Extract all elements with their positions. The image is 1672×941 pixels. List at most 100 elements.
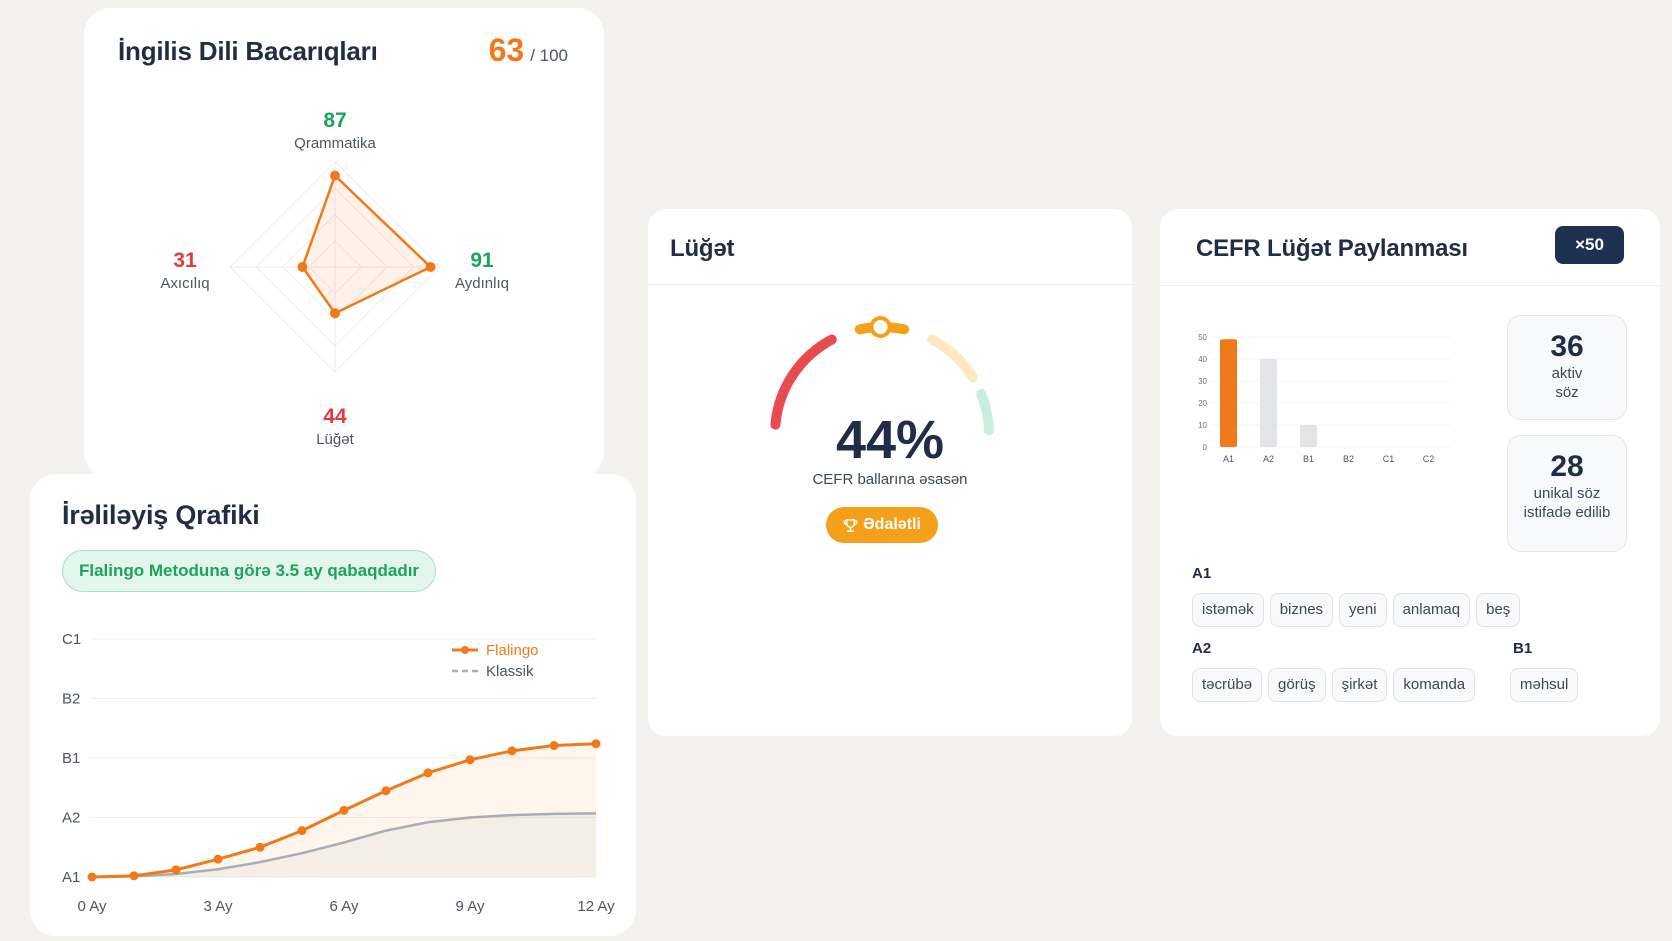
word-chip[interactable]: görüş: [1268, 668, 1326, 702]
word-chip[interactable]: komanda: [1393, 668, 1476, 702]
gauge-segment-poor: [770, 334, 837, 430]
legend-flalingo-marker: [461, 646, 469, 654]
progress-point-flalingo: [423, 768, 433, 778]
cefr-bar-chart: 0 10 20 30 40 50 A1 A2 B1 B2 C1 C2: [1198, 333, 1450, 464]
word-chip[interactable]: yeni: [1339, 593, 1387, 627]
radar-value-1: 91: [470, 249, 494, 272]
cefr-xtick-label: B2: [1343, 454, 1354, 464]
progress-ytick-label: B1: [62, 750, 80, 767]
rating-label: Ədalətli: [863, 516, 921, 533]
word-group-a2: təcrübə görüş şirkət komanda: [1192, 668, 1476, 702]
progress-area-klassik: [92, 813, 596, 877]
word-chip[interactable]: məhsul: [1510, 668, 1579, 702]
radar-axis-label-0: Qrammatika: [294, 135, 376, 152]
skills-card: İngilis Dili Bacarıqları 63 / 100 87 Qram…: [84, 8, 604, 478]
vocab-gauge: [770, 316, 994, 436]
progress-ytick-label: C1: [62, 631, 81, 648]
word-chip[interactable]: beş: [1476, 593, 1521, 627]
cefr-bar-A1: [1220, 339, 1237, 447]
word-chip[interactable]: şirkət: [1331, 668, 1388, 702]
word-chip[interactable]: biznes: [1269, 593, 1334, 627]
skills-score-value: 63: [488, 32, 525, 68]
cefr-xtick-label: A2: [1263, 454, 1274, 464]
cefr-ytick-label: 10: [1198, 421, 1207, 430]
word-group-a1: istəmək biznes yeni anlamaq beş: [1192, 593, 1521, 627]
stat-active-label-text: aktiv söz: [1551, 365, 1583, 401]
progress-ytick-label: A2: [62, 810, 80, 827]
cefr-ytick-label: 40: [1198, 355, 1207, 364]
radar-point: [330, 170, 340, 181]
radar-axis-label-2: Lüğət: [316, 431, 354, 448]
gauge-marker: [869, 316, 892, 339]
skills-score: 63 / 100: [489, 32, 568, 69]
cefr-title: CEFR Lüğət Paylanması: [1196, 235, 1468, 262]
progress-card: İrəliləyiş Qrafiki Flalingo Metoduna gör…: [30, 474, 636, 936]
radar-value-2: 44: [323, 405, 347, 428]
progress-badge: Flalingo Metoduna görə 3.5 ay qabaqdadır: [62, 550, 437, 592]
cefr-bar-B1: [1300, 425, 1317, 447]
progress-xtick-label: 0 Ay: [78, 898, 107, 915]
progress-point-flalingo: [87, 872, 97, 882]
cefr-xtick-label: A1: [1223, 454, 1234, 464]
cefr-xtick-label: B1: [1303, 454, 1314, 464]
progress-point-flalingo: [549, 741, 559, 751]
cefr-divider: [1160, 285, 1660, 286]
radar-value-0: 87: [323, 109, 346, 132]
skills-title: İngilis Dili Bacarıqları: [118, 36, 378, 66]
progress-ytick-label: B2: [62, 691, 80, 708]
cefr-xtick-label: C1: [1383, 454, 1395, 464]
vocab-divider: [648, 284, 1132, 285]
radar-area: [301, 174, 432, 315]
rating-badge: Ədalətli: [826, 507, 938, 543]
progress-point-flalingo: [213, 854, 223, 864]
cefr-ytick-label: 50: [1198, 333, 1207, 342]
progress-ytick-label: A1: [62, 869, 80, 886]
progress-point-flalingo: [591, 739, 601, 749]
radar-point: [297, 262, 308, 272]
progress-line-chart: A1 A2 B1 B2 C1 0 Ay 3 Ay 6 Ay 9 Ay 12 Ay Flalingo K…: [62, 631, 615, 915]
cefr-bar-A2: [1260, 359, 1277, 447]
legend-flalingo-label: Flalingo: [486, 642, 539, 659]
cefr-ytick-label: 0: [1203, 443, 1208, 452]
progress-point-flalingo: [381, 786, 391, 796]
progress-point-flalingo: [339, 805, 349, 815]
stat-unique-label: unikal söz istifadə edilib: [1508, 484, 1626, 522]
progress-title: İrəliləyiş Qrafiki: [62, 500, 260, 530]
vocab-card: Lüğət 44% CEFR ballarına əsasən Ədalətli: [648, 209, 1132, 736]
skills-score-max: / 100: [530, 46, 568, 65]
radar-axis-label-3: Axıcılıq: [160, 275, 209, 292]
progress-point-flalingo: [171, 865, 181, 875]
word-chip[interactable]: istəmək: [1192, 593, 1264, 627]
stat-active-number: 36: [1550, 330, 1584, 363]
radar-point: [330, 308, 340, 319]
progress-xtick-label: 9 Ay: [456, 898, 485, 915]
progress-point-flalingo: [465, 755, 475, 765]
stat-active-label: aktiv söz: [1508, 364, 1626, 402]
stat-unique-words: 28 unikal söz istifadə edilib: [1507, 435, 1627, 552]
stat-unique-label-text: unikal söz istifadə edilib: [1523, 485, 1611, 521]
radar-chart: 87 Qrammatika 91 Aydınlıq 44 Lüğət 31 Axıcılıq: [160, 109, 509, 448]
gauge-segment-good: [927, 334, 978, 383]
gauge-caption: CEFR ballarına əsasən: [812, 471, 968, 488]
radar-value-3: 31: [173, 249, 197, 272]
progress-point-flalingo: [297, 826, 307, 836]
progress-xtick-label: 3 Ay: [204, 898, 233, 915]
radar-axis-label-1: Aydınlıq: [455, 275, 509, 292]
word-group-b1-label: B1: [1513, 640, 1533, 657]
multiplier-badge[interactable]: ×50: [1555, 226, 1624, 264]
cefr-card: CEFR Lüğət Paylanması ×50 0 10 20 30 40 50 A1 A…: [1160, 209, 1660, 736]
progress-xtick-label: 12 Ay: [577, 898, 615, 915]
gauge-segment-excellent: [976, 388, 994, 436]
vocab-title: Lüğət: [670, 235, 735, 262]
legend-klassik-label: Klassik: [486, 663, 534, 680]
radar-point: [425, 262, 436, 272]
progress-point-flalingo: [129, 871, 139, 881]
stat-active-words: 36 aktiv söz: [1507, 315, 1627, 420]
trophy-icon: [843, 518, 858, 532]
progress-point-flalingo: [255, 842, 265, 852]
gauge-value: 44%: [835, 410, 945, 470]
word-chip[interactable]: təcrübə: [1192, 668, 1263, 702]
cefr-ytick-label: 20: [1198, 399, 1207, 408]
word-chip[interactable]: anlamaq: [1392, 593, 1471, 627]
cefr-xtick-label: C2: [1423, 454, 1435, 464]
